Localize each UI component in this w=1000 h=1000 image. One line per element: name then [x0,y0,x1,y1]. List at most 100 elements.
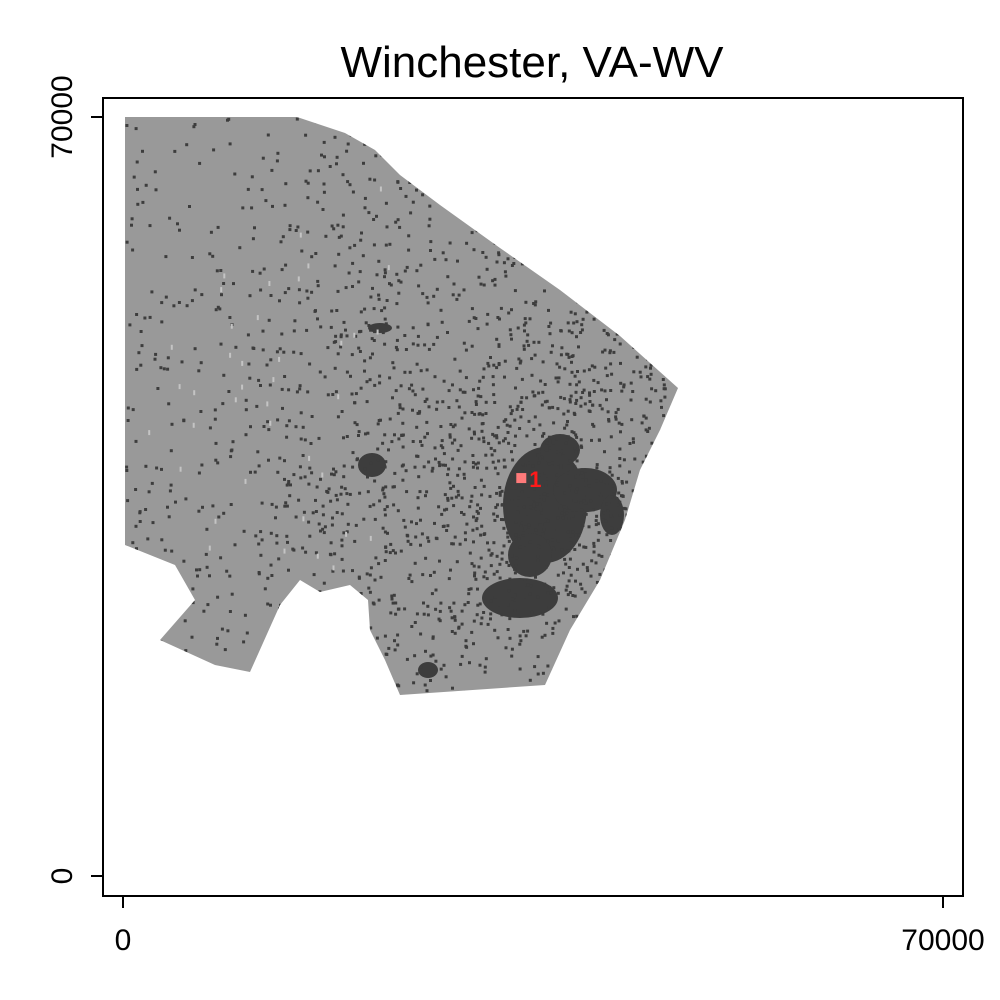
development-pixel [549,591,553,595]
development-pixel [572,472,576,476]
development-pixel [463,531,467,535]
development-pixel [498,491,502,495]
map-title: Winchester, VA-WV [340,38,724,87]
development-pixel [278,299,281,303]
development-pixel [674,597,678,601]
development-pixel [196,574,199,578]
development-pixel [294,425,298,429]
development-pixel [470,630,474,634]
development-pixel [519,524,523,528]
development-pixel [475,613,479,617]
development-pixel [139,363,143,367]
development-pixel [548,585,552,589]
development-pixel [217,515,221,519]
development-pixel [308,466,312,470]
development-pixel [383,530,387,534]
development-pixel [513,598,517,602]
development-pixel [321,527,325,531]
development-pixel [448,134,452,138]
development-pixel [337,667,341,671]
development-pixel [425,368,429,372]
development-pixel [500,557,504,561]
development-pixel [620,494,623,498]
development-pixel [453,192,457,196]
development-pixel [605,398,608,402]
development-pixel [546,539,550,543]
development-pixel [398,403,402,407]
development-pixel [357,434,360,437]
development-pixel [591,403,595,407]
development-pixel [317,436,321,440]
urban-core [482,578,558,618]
development-pixel [301,696,304,699]
development-pixel [593,268,596,272]
development-pixel [555,507,559,510]
development-pixel [517,521,521,525]
development-pixel [219,556,223,560]
development-pixel [270,502,274,506]
development-pixel [562,571,565,575]
development-pixel [584,472,588,476]
development-pixel [568,591,572,594]
development-pixel [634,500,638,504]
development-pixel [392,366,396,370]
development-pixel [508,424,512,428]
development-pixel [369,566,373,570]
development-pixel [574,390,578,394]
development-pixel [544,484,548,487]
development-pixel [589,499,593,503]
development-pixel [482,125,485,129]
development-pixel [335,155,339,159]
development-pixel [357,625,361,629]
development-pixel [562,397,566,401]
development-pixel [543,289,546,293]
development-pixel [285,504,289,508]
development-pixel [170,648,174,652]
development-pixel [456,473,460,477]
development-pixel [450,616,454,620]
light-pixel [376,329,379,335]
development-pixel [469,587,473,591]
development-pixel [266,133,270,137]
development-pixel [564,562,568,566]
development-pixel [633,683,636,687]
development-pixel [644,416,648,420]
development-pixel [318,370,322,374]
development-pixel [372,602,376,606]
development-pixel [341,225,345,229]
development-pixel [566,420,569,423]
light-pixel [283,548,286,554]
light-pixel [269,420,272,426]
development-pixel [367,586,371,590]
development-pixel [375,273,379,277]
development-pixel [520,691,524,695]
development-pixel [604,483,607,487]
development-pixel [574,533,578,537]
development-pixel [646,375,650,379]
light-pixel [387,265,390,271]
development-pixel [628,648,632,652]
development-pixel [565,273,568,277]
development-pixel [602,328,606,332]
development-pixel [552,669,556,673]
development-pixel [384,485,388,489]
development-pixel [305,328,309,332]
development-pixel [519,400,523,404]
development-pixel [540,403,544,407]
development-pixel [392,485,396,489]
light-pixel [241,360,244,366]
development-pixel [422,601,425,605]
development-pixel [636,588,640,592]
development-pixel [411,342,415,346]
development-pixel [370,337,374,341]
development-pixel [505,560,509,564]
development-pixel [587,368,591,372]
development-pixel [269,294,273,297]
development-pixel [542,528,546,532]
development-pixel [368,378,372,382]
development-pixel [510,308,513,312]
development-pixel [329,499,333,503]
development-pixel [659,399,663,403]
development-pixel [479,556,483,560]
development-pixel [371,352,374,356]
